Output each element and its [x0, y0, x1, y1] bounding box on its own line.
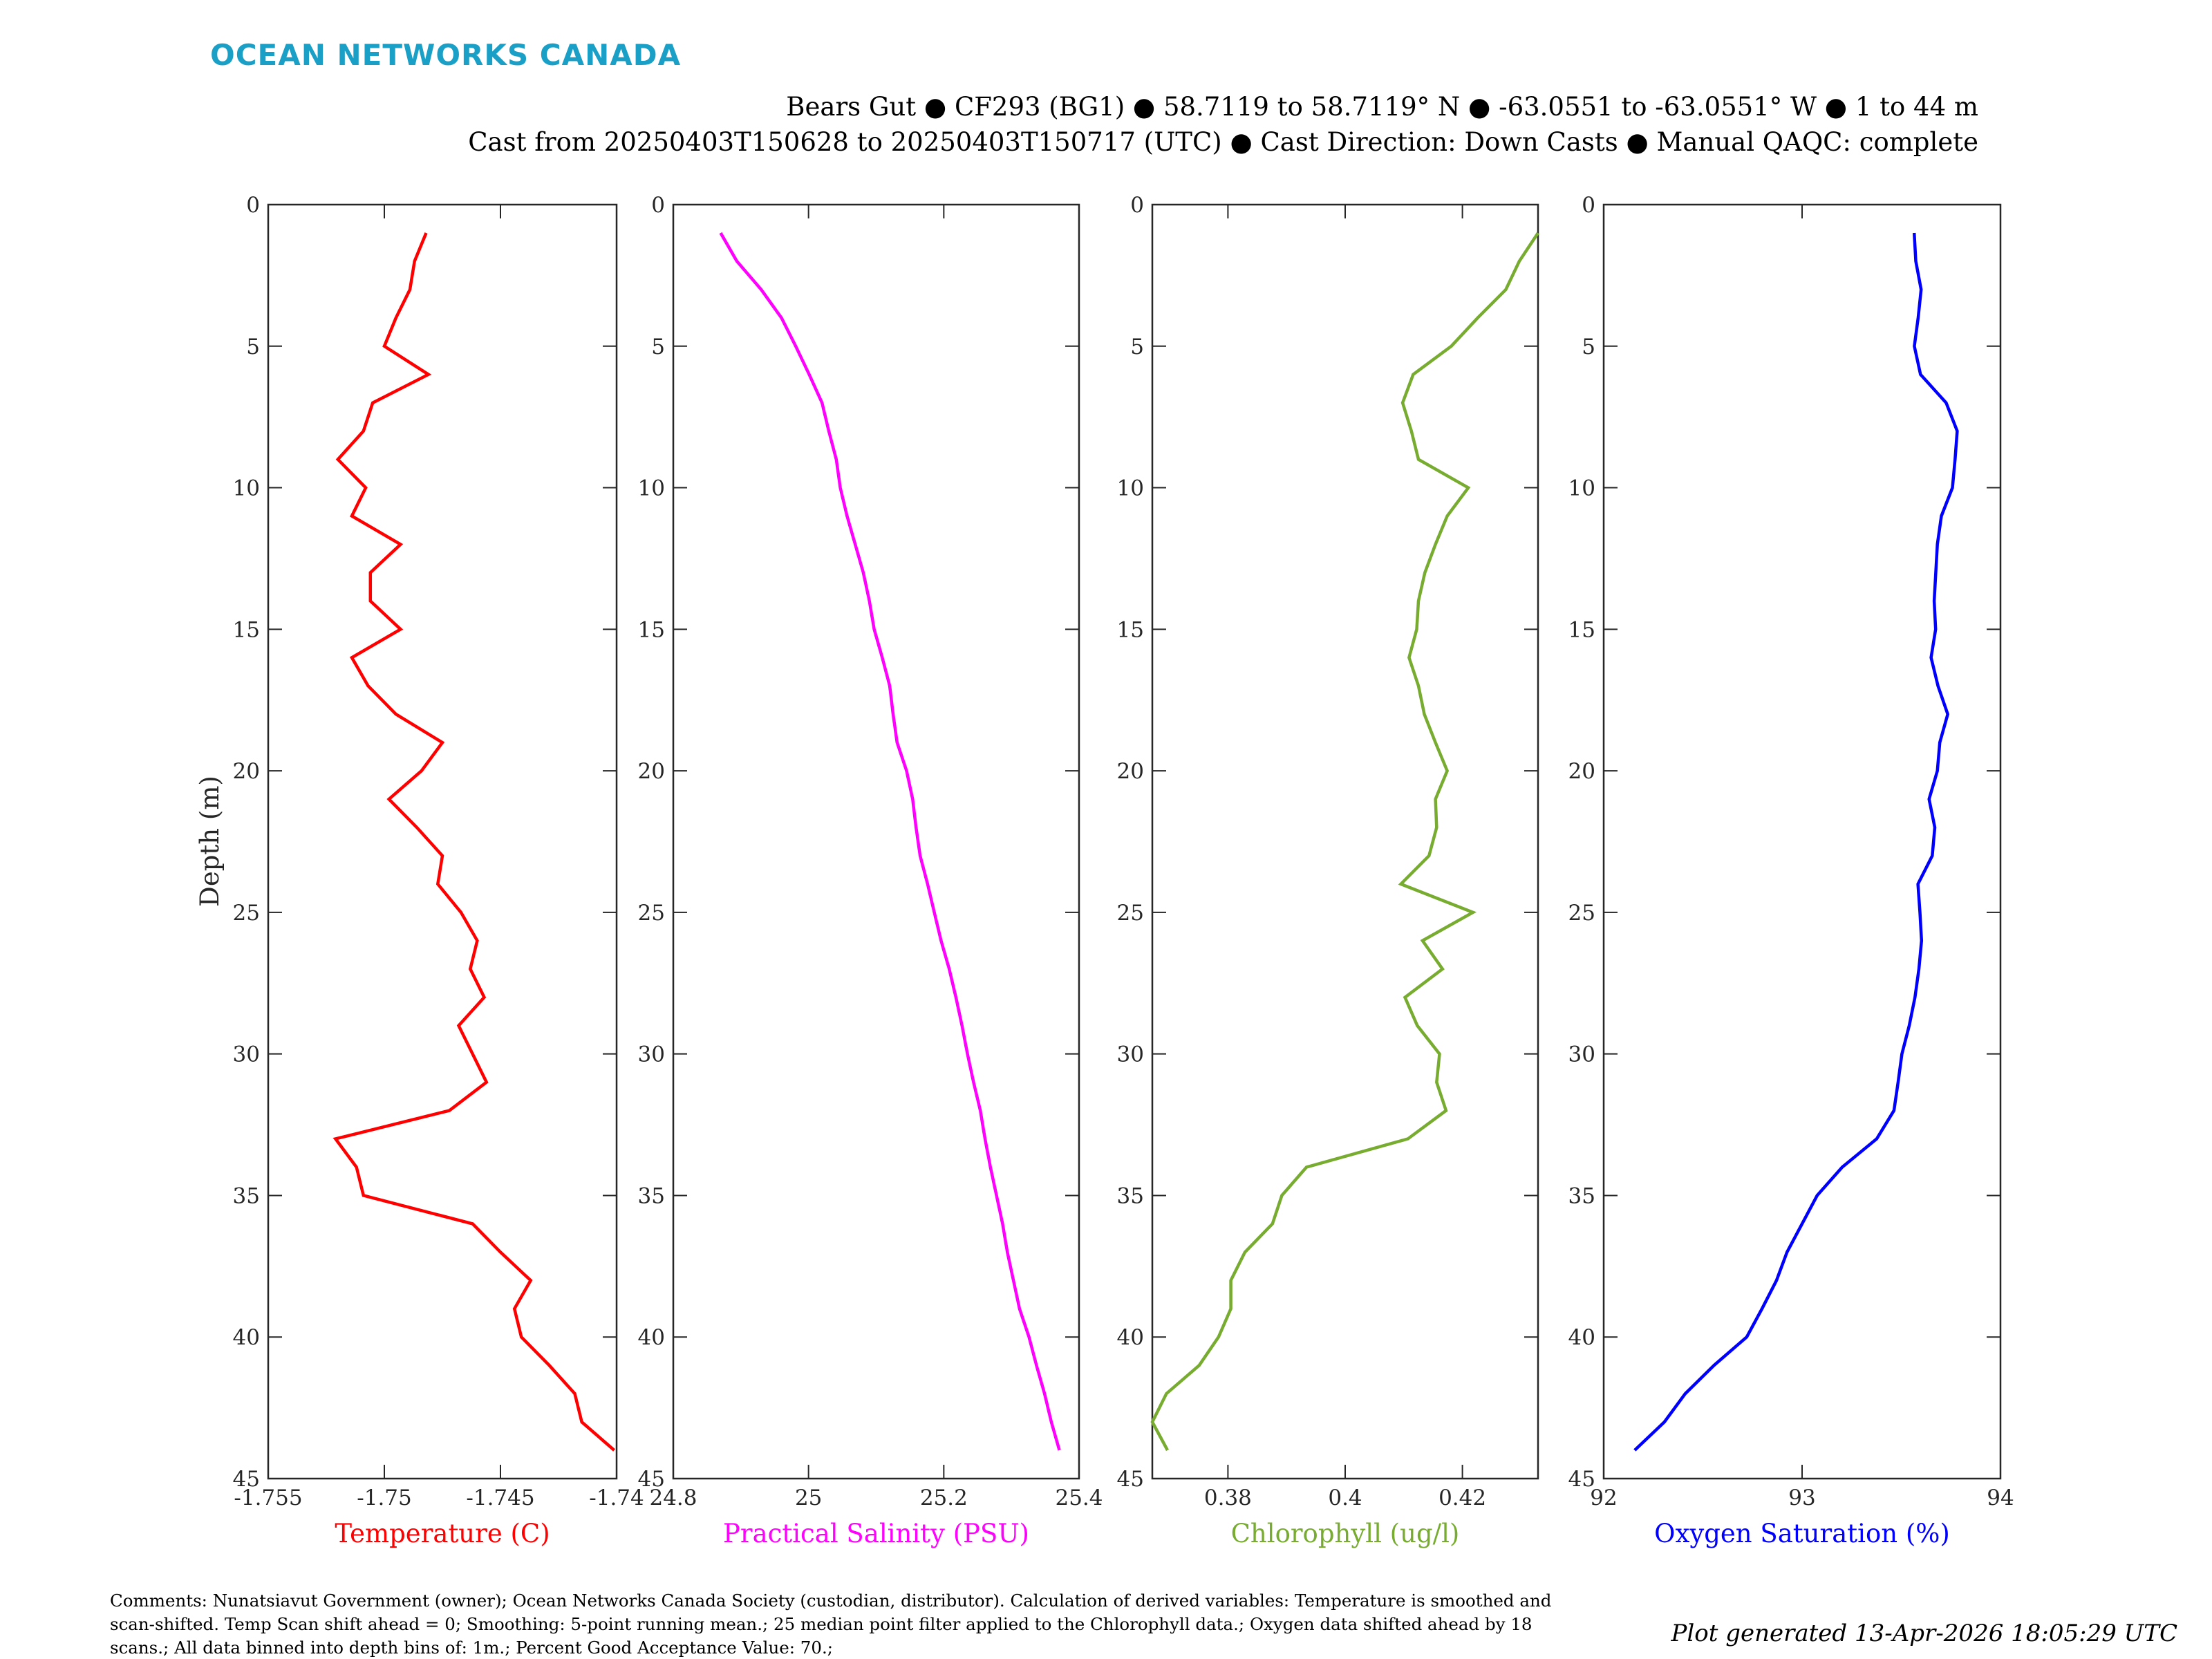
- oxygen-series-line: [1633, 232, 1959, 1452]
- chlorophyll-series-line: [1150, 232, 1539, 1452]
- y-tick-label: 40: [233, 1325, 260, 1350]
- x-tick-label: -1.75: [357, 1485, 412, 1510]
- y-tick-label: 5: [651, 335, 665, 359]
- x-tick-label: -1.755: [234, 1485, 302, 1510]
- x-tick-label: 93: [1788, 1485, 1815, 1510]
- footer-comment-line-2: scan-shifted. Temp Scan shift ahead = 0;…: [110, 1614, 1533, 1634]
- chlorophyll-axes-box: [1151, 203, 1539, 1480]
- y-tick-label: 10: [1117, 476, 1144, 501]
- y-tick-label: 30: [1568, 1042, 1595, 1067]
- y-tick-label: 0: [651, 193, 665, 218]
- y-tick-label: 25: [233, 901, 260, 926]
- x-tick-label: 0.38: [1204, 1485, 1252, 1510]
- y-tick-label: 15: [233, 617, 260, 642]
- x-tick-label: 0.4: [1328, 1485, 1362, 1510]
- y-tick-label: 15: [638, 617, 665, 642]
- chlorophyll-panel: 0 5 10 15 20 25 30 35 40 45 0.38 0.4 0.42 Chlorophyll…: [1117, 193, 1539, 1548]
- y-tick-label: 5: [1130, 335, 1144, 359]
- y-tick-label: 10: [1568, 476, 1595, 501]
- temperature-axis-label: Temperature (C): [335, 1519, 550, 1548]
- y-tick-label: 0: [246, 193, 260, 218]
- y-tick-label: 45: [1568, 1467, 1595, 1492]
- y-tick-label: 40: [1117, 1325, 1144, 1350]
- salinity-axis-label: Practical Salinity (PSU): [723, 1519, 1029, 1548]
- chlorophyll-axis-label: Chlorophyll (ug/l): [1231, 1519, 1460, 1548]
- y-tick-label: 15: [1568, 617, 1595, 642]
- x-tick-label: 92: [1590, 1485, 1617, 1510]
- x-tick-label: -1.74: [589, 1485, 644, 1510]
- y-tick-label: 15: [1117, 617, 1144, 642]
- y-tick-label: 35: [233, 1183, 260, 1208]
- y-tick-label: 35: [1117, 1183, 1144, 1208]
- header-line-2: Cast from 20250403T150628 to 20250403T15…: [468, 127, 1978, 157]
- y-tick-label: 35: [1568, 1183, 1595, 1208]
- y-tick-label: 30: [638, 1042, 665, 1067]
- footer-comment-line-3: scans.; All data binned into depth bins …: [110, 1638, 833, 1658]
- y-tick-label: 30: [1117, 1042, 1144, 1067]
- y-tick-label: 20: [1568, 759, 1595, 784]
- oxygen-axis-label: Oxygen Saturation (%): [1654, 1519, 1950, 1548]
- footer-comment-line-1: Comments: Nunatsiavut Government (owner)…: [110, 1591, 1551, 1611]
- x-tick-label: 25: [795, 1485, 822, 1510]
- y-tick-label: 5: [246, 335, 260, 359]
- x-tick-label: 24.8: [649, 1485, 697, 1510]
- y-tick-label: 45: [638, 1467, 665, 1492]
- x-tick-label: -1.745: [466, 1485, 534, 1510]
- temperature-series-line: [332, 232, 616, 1452]
- y-tick-label: 20: [1117, 759, 1144, 784]
- y-tick-label: 40: [1568, 1325, 1595, 1350]
- onc-logo: OCEAN NETWORKS CANADA: [210, 38, 681, 72]
- y-tick-label: 30: [233, 1042, 260, 1067]
- y-tick-label: 10: [233, 476, 260, 501]
- depth-axis-label: Depth (m): [195, 776, 225, 907]
- temperature-axes-box: [267, 203, 618, 1480]
- y-tick-label: 25: [1117, 901, 1144, 926]
- salinity-series-line: [719, 232, 1061, 1451]
- y-tick-label: 5: [1582, 335, 1595, 359]
- salinity-axes-box: [672, 203, 1080, 1480]
- y-tick-label: 0: [1582, 193, 1595, 218]
- y-tick-label: 20: [233, 759, 260, 784]
- y-tick-label: 35: [638, 1183, 665, 1208]
- x-tick-label: 0.42: [1438, 1485, 1486, 1510]
- header-line-1: Bears Gut ● CF293 (BG1) ● 58.7119 to 58.…: [786, 92, 1978, 122]
- y-tick-label: 0: [1130, 193, 1144, 218]
- y-tick-label: 20: [638, 759, 665, 784]
- y-tick-label: 40: [638, 1325, 665, 1350]
- temperature-panel: 0 5 10 15 20 25 30 35 40 45-1.755 -1.75 -1.745 -1.74…: [233, 193, 644, 1548]
- y-tick-label: 25: [1568, 901, 1595, 926]
- y-tick-label: 10: [638, 476, 665, 501]
- x-tick-label: 94: [1987, 1485, 2014, 1510]
- y-tick-label: 25: [638, 901, 665, 926]
- x-tick-label: 25.2: [920, 1485, 968, 1510]
- plot-generated-timestamp: Plot generated 13-Apr-2026 18:05:29 UTC: [1671, 1620, 2177, 1647]
- x-tick-label: 25.4: [1055, 1485, 1103, 1510]
- y-tick-label: 45: [1117, 1467, 1144, 1492]
- y-tick-label: 45: [233, 1467, 260, 1492]
